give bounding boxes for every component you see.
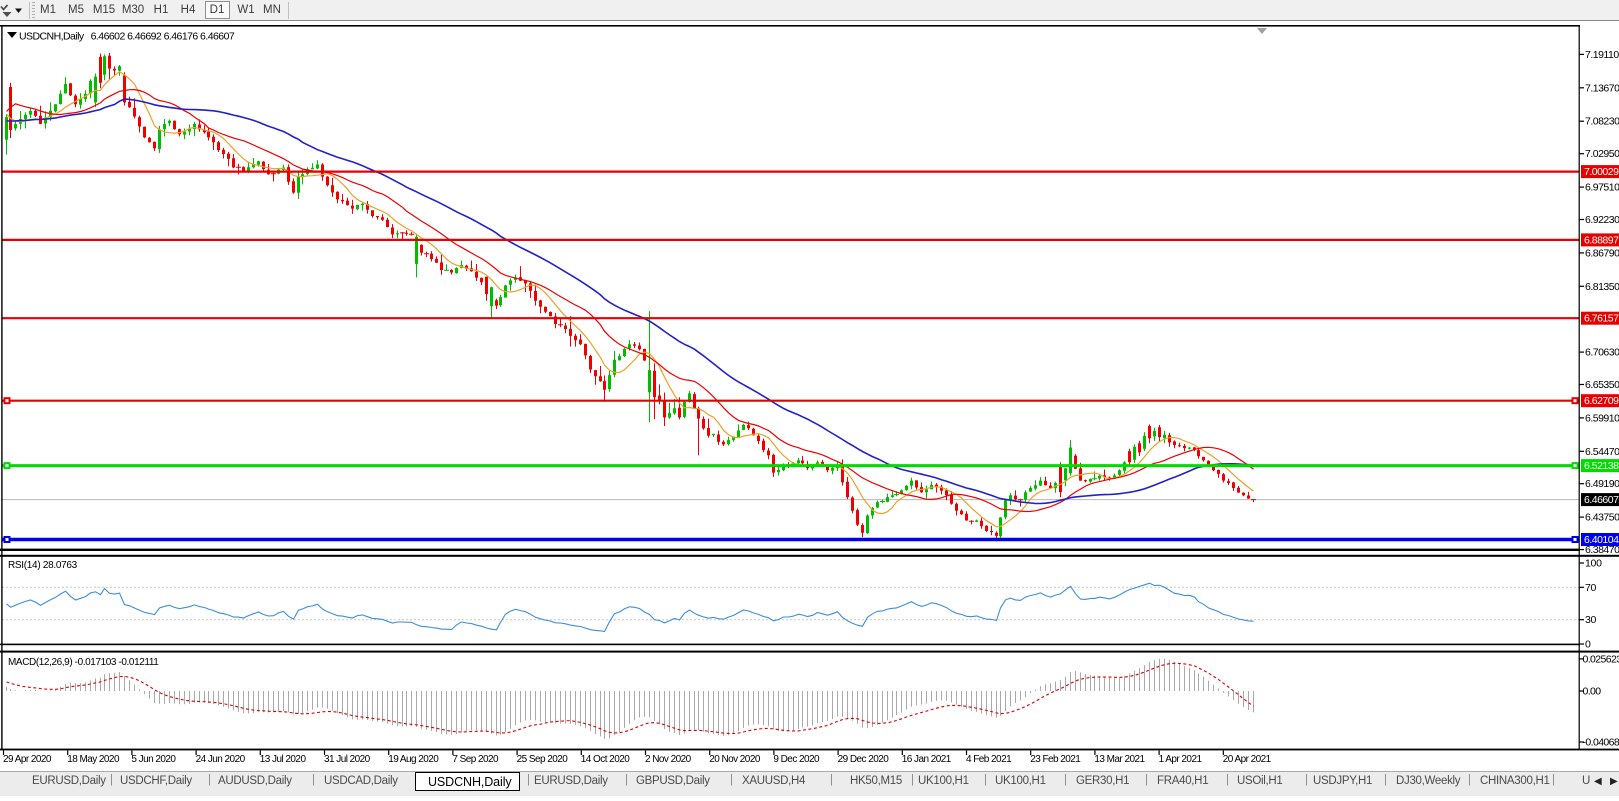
svg-text:20 Apr 2021: 20 Apr 2021	[1223, 754, 1272, 765]
svg-text:7 Sep 2020: 7 Sep 2020	[452, 754, 499, 765]
svg-text:6.88897: 6.88897	[1584, 234, 1619, 246]
svg-text:70: 70	[1585, 582, 1597, 594]
svg-text:23 Feb 2021: 23 Feb 2021	[1030, 754, 1081, 765]
svg-text:30: 30	[1585, 614, 1597, 626]
svg-text:100: 100	[1585, 558, 1602, 570]
svg-text:6.46607: 6.46607	[1584, 494, 1619, 506]
svg-text:0.00: 0.00	[1583, 686, 1602, 698]
svg-text:6.54470: 6.54470	[1585, 446, 1619, 458]
svg-text:25 Sep 2020: 25 Sep 2020	[517, 754, 569, 765]
svg-text:9 Dec 2020: 9 Dec 2020	[773, 754, 820, 765]
svg-text:2 Nov 2020: 2 Nov 2020	[645, 754, 692, 765]
svg-text:14 Oct 2020: 14 Oct 2020	[581, 754, 630, 765]
svg-text:4 Feb 2021: 4 Feb 2021	[966, 754, 1012, 765]
svg-text:24 Jun 2020: 24 Jun 2020	[196, 754, 246, 765]
svg-text:6.76157: 6.76157	[1584, 313, 1619, 325]
svg-text:29 Apr 2020: 29 Apr 2020	[3, 754, 52, 765]
svg-text:RSI(14) 28.0763: RSI(14) 28.0763	[8, 560, 78, 571]
svg-text:7.00029: 7.00029	[1584, 166, 1619, 178]
svg-text:6.65350: 6.65350	[1585, 379, 1619, 391]
svg-text:6.62709: 6.62709	[1584, 395, 1619, 407]
svg-text:6.97510: 6.97510	[1585, 182, 1619, 194]
svg-text:6.92230: 6.92230	[1585, 214, 1619, 226]
svg-text:6.70630: 6.70630	[1585, 347, 1619, 359]
svg-text:0: 0	[1585, 639, 1591, 651]
svg-text:31 Jul 2020: 31 Jul 2020	[324, 754, 371, 765]
svg-text:19 Aug 2020: 19 Aug 2020	[388, 754, 439, 765]
svg-text:-0.04068: -0.04068	[1583, 737, 1619, 749]
svg-text:20 Nov 2020: 20 Nov 2020	[709, 754, 761, 765]
svg-text:29 Dec 2020: 29 Dec 2020	[838, 754, 890, 765]
svg-text:5 Jun 2020: 5 Jun 2020	[131, 754, 176, 765]
svg-text:6.86790: 6.86790	[1585, 247, 1619, 259]
svg-text:MACD(12,26,9) -0.017103 -0.012: MACD(12,26,9) -0.017103 -0.012111	[8, 657, 159, 668]
svg-text:7.13670: 7.13670	[1585, 82, 1619, 94]
svg-text:7.02950: 7.02950	[1585, 148, 1619, 160]
svg-text:7.08230: 7.08230	[1585, 116, 1619, 128]
svg-text:0.025623: 0.025623	[1583, 653, 1619, 665]
svg-text:6.49190: 6.49190	[1585, 478, 1619, 490]
svg-text:6.43750: 6.43750	[1585, 512, 1619, 524]
svg-text:13 Mar 2021: 13 Mar 2021	[1094, 754, 1145, 765]
svg-text:7.19110: 7.19110	[1585, 49, 1619, 61]
svg-text:USDCNH,Daily 6.46602 6.46692: USDCNH,Daily 6.46602 6.46692 6.46176 6.4…	[19, 31, 235, 43]
svg-text:6.81350: 6.81350	[1585, 281, 1619, 293]
svg-text:6.59910: 6.59910	[1585, 412, 1619, 424]
svg-text:13 Jul 2020: 13 Jul 2020	[260, 754, 307, 765]
svg-text:1 Apr 2021: 1 Apr 2021	[1159, 754, 1203, 765]
svg-text:6.52138: 6.52138	[1584, 460, 1619, 472]
svg-text:16 Jan 2021: 16 Jan 2021	[902, 754, 952, 765]
svg-text:18 May 2020: 18 May 2020	[67, 754, 120, 765]
svg-text:6.40104: 6.40104	[1584, 534, 1619, 546]
